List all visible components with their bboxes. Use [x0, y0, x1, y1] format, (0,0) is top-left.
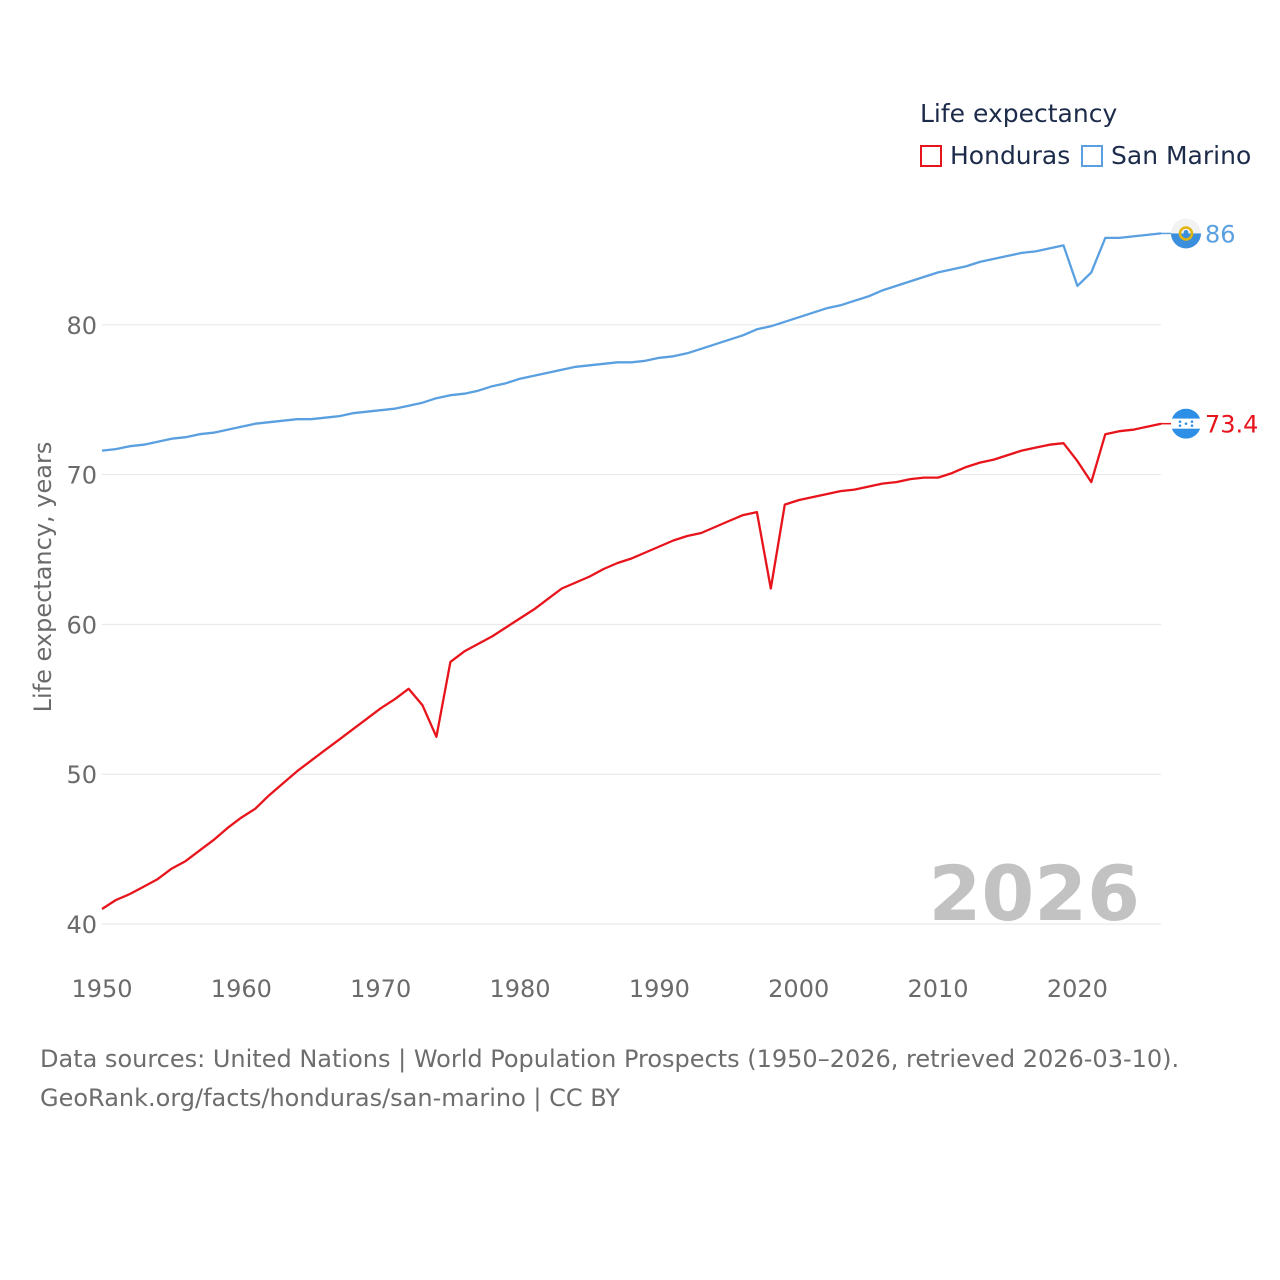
y-tick-label-80: 80: [66, 312, 97, 340]
series-line-san-marino: [101, 232, 1162, 452]
y-tick-label-60: 60: [66, 611, 97, 639]
legend-title: Life expectancy: [920, 99, 1118, 128]
y-tick-label-70: 70: [66, 462, 97, 490]
legend-item-san-marino[interactable]: San Marino: [1081, 141, 1251, 170]
legend-label-honduras: Honduras: [950, 141, 1071, 170]
end-value-label-san-marino: 86: [1205, 220, 1236, 248]
end-value-label-honduras: 73.4: [1205, 411, 1258, 439]
y-axis-label: Life expectancy, years: [29, 442, 57, 713]
y-tick-label-40: 40: [66, 911, 97, 939]
y-tick-label-50: 50: [66, 761, 97, 789]
x-tick-label-1970: 1970: [350, 975, 411, 1003]
x-tick-label-1960: 1960: [211, 975, 272, 1003]
legend-swatch-san-marino: [1081, 144, 1103, 167]
source-line-1: Data sources: United Nations | World Pop…: [40, 1045, 1180, 1073]
x-tick-label-2020: 2020: [1047, 975, 1108, 1003]
legend-swatch-honduras: [920, 144, 942, 167]
year-label: 2026: [928, 849, 1140, 938]
san-marino-flag-icon: [1171, 218, 1201, 249]
source-line-2[interactable]: GeoRank.org/facts/honduras/san-marino | …: [40, 1084, 621, 1112]
x-tick-label-1950: 1950: [71, 975, 132, 1003]
x-tick-label-1980: 1980: [489, 975, 550, 1003]
x-tick-label-2010: 2010: [908, 975, 969, 1003]
x-tick-label-1990: 1990: [629, 975, 690, 1003]
legend-label-san-marino: San Marino: [1111, 141, 1252, 170]
legend-item-honduras[interactable]: Honduras: [920, 141, 1070, 170]
x-tick-label-2000: 2000: [768, 975, 829, 1003]
series-line-honduras: [101, 422, 1162, 910]
honduras-flag-icon: [1171, 408, 1201, 439]
